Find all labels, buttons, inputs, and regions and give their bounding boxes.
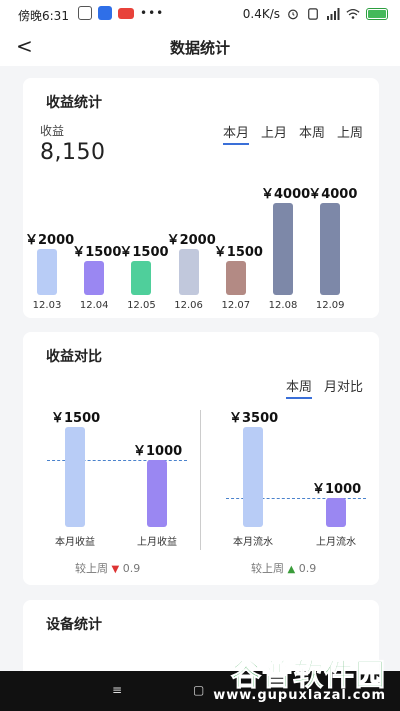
earnings-bar-chart: ￥2000 12.03 ￥1500 12.04 ￥1500 12.05 ￥2000 12.06… [23, 178, 379, 318]
wifi-icon [346, 8, 360, 19]
bar-value-label: ￥1000 [133, 444, 183, 460]
right-compare-label: 较上周 [251, 562, 284, 575]
bar-value-label: ￥4000 [261, 187, 311, 202]
bar [37, 249, 57, 295]
sim-icon [308, 8, 318, 20]
watermark-brand: 谷普软件园 [231, 658, 386, 694]
x-axis-label: 12.09 [315, 300, 345, 311]
battery-icon [366, 8, 388, 20]
status-time: 傍晚6:31 [18, 9, 69, 23]
earnings-value: 8,150 [40, 140, 106, 165]
bar [147, 460, 167, 527]
bar-value-label: ￥1500 [119, 244, 169, 260]
bar-value-label: ￥1500 [51, 411, 101, 426]
reference-line [47, 460, 187, 462]
news-notification-icon [118, 7, 134, 19]
earnings-compare-card: 收益对比 本周 月对比 ￥1500 本月收益 ￥1000 上月收益 ￥3500 本月流水 ￥… [23, 332, 379, 585]
bar [273, 203, 293, 295]
tab-this-month[interactable]: 本月 [222, 122, 249, 145]
device-stats-card: 设备统计 [23, 600, 379, 680]
bar-value-label: ￥3500 [229, 411, 279, 426]
bar-value-label: ￥1500 [72, 244, 122, 260]
bar [320, 203, 341, 295]
x-axis-label: 12.04 [79, 300, 109, 311]
tab-week[interactable]: 本周 [285, 376, 312, 399]
x-axis-label: 12.05 [127, 300, 156, 311]
bar [225, 260, 246, 295]
x-axis-label: 12.03 [32, 300, 62, 311]
bar-value-label: ￥1000 [312, 482, 362, 498]
system-nav-bar: ≡ ▢ [0, 671, 400, 711]
notification-icons: ••• [78, 6, 164, 20]
bar-value-label: ￥2000 [166, 233, 216, 248]
reference-line [226, 498, 366, 500]
page-title: 数据统计 [169, 39, 230, 57]
earnings-label: 收益 [40, 124, 65, 138]
left-compare-footer: 较上周 ▼ 0.9 [75, 560, 140, 576]
top-navbar: < 数据统计 [0, 28, 400, 66]
status-right: 0.4K/s [243, 7, 388, 21]
menu-icon[interactable]: ≡ [112, 683, 123, 697]
status-bar: 傍晚6:31 ••• 0.4K/s [0, 0, 400, 28]
bar [84, 260, 105, 295]
tab-month-compare[interactable]: 月对比 [323, 380, 363, 395]
watermark-url: www.gupuxlazal.com [213, 688, 386, 703]
tab-last-month[interactable]: 上月 [260, 126, 287, 141]
bar [326, 498, 346, 527]
x-axis-label: 12.07 [221, 300, 251, 311]
bar [178, 249, 199, 295]
earnings-card: 收益统计 收益 8,150 本月 上月 本周 上周 ￥2000 12.03 ￥150… [23, 78, 379, 318]
x-axis-label: 本月收益 [55, 537, 95, 548]
x-axis-label: 上月收益 [137, 537, 177, 548]
tab-this-week[interactable]: 本周 [298, 126, 325, 141]
up-arrow-icon: ▲ [287, 564, 296, 575]
compare-charts: ￥1500 本月收益 ￥1000 上月收益 ￥3500 本月流水 ￥1000 上月流水 [23, 402, 379, 582]
more-dots-icon: ••• [140, 6, 165, 20]
compare-card-title: 收益对比 [46, 349, 102, 365]
tab-last-week[interactable]: 上周 [336, 126, 363, 141]
watermark: 谷普软件园 www.gupuxlazal.com [213, 650, 394, 708]
x-axis-label: 本月流水 [233, 537, 273, 548]
alarm-icon [288, 9, 298, 20]
x-axis-label: 12.08 [268, 300, 298, 311]
earnings-card-title: 收益统计 [46, 95, 102, 111]
back-icon[interactable]: < [16, 34, 33, 58]
bar-value-label: ￥4000 [308, 187, 358, 202]
left-compare-value: 0.9 [122, 562, 141, 575]
compare-tabs: 本周 月对比 [285, 376, 363, 399]
right-compare-footer: 较上周 ▲ 0.9 [251, 560, 316, 576]
net-speed: 0.4K/s [242, 7, 280, 21]
bar-value-label: ￥2000 [25, 233, 75, 248]
bar-value-label: ￥1500 [213, 244, 263, 260]
x-axis-label: 12.06 [174, 300, 203, 311]
right-compare-value: 0.9 [298, 562, 317, 575]
signal-icon [327, 8, 340, 20]
x-axis-label: 上月流水 [316, 537, 356, 548]
down-arrow-icon: ▼ [111, 564, 120, 575]
left-compare-label: 较上周 [75, 562, 108, 575]
bar [131, 260, 152, 295]
message-icon [78, 6, 92, 20]
app-notification-icon [98, 6, 112, 20]
bar [243, 427, 263, 527]
chart-divider [200, 410, 201, 550]
earnings-period-tabs: 本月 上月 本周 上周 [222, 122, 363, 145]
device-card-title: 设备统计 [46, 617, 102, 633]
bar [65, 427, 85, 527]
home-icon[interactable]: ▢ [193, 683, 205, 697]
